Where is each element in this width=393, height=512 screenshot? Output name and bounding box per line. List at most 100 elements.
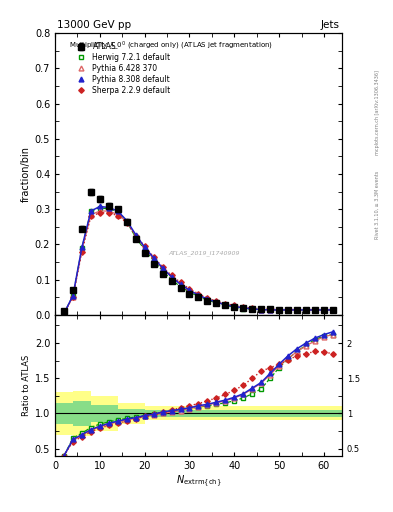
Bar [55,403,73,424]
Herwig 7.2.1 default [79,245,84,251]
Pythia 6.428 370 [79,247,84,253]
Bar [55,392,73,435]
Pythia 8.308 default [88,208,93,214]
Pythia 6.428 370 [205,296,210,302]
Pythia 8.308 default [232,303,237,309]
Pythia 6.428 370 [241,305,246,311]
Sherpa 2.2.9 default [71,293,75,300]
Pythia 8.308 default [187,287,192,293]
Herwig 7.2.1 default [286,307,290,313]
Pythia 6.428 370 [178,281,183,287]
Pythia 6.428 370 [187,287,192,293]
Pythia 6.428 370 [62,310,66,316]
Pythia 8.308 default [71,292,75,298]
Sherpa 2.2.9 default [223,301,228,307]
Pythia 8.308 default [268,307,273,313]
Line: Pythia 6.428 370: Pythia 6.428 370 [62,208,335,316]
Pythia 6.428 370 [277,307,281,313]
Pythia 8.308 default [223,302,228,308]
Pythia 6.428 370 [142,245,147,251]
Sherpa 2.2.9 default [125,220,129,226]
Sherpa 2.2.9 default [232,302,237,308]
Pythia 8.308 default [241,305,246,311]
Text: Multiplicity $\lambda\_0^0$ (charged only) (ATLAS jet fragmentation): Multiplicity $\lambda\_0^0$ (charged onl… [70,39,274,52]
Herwig 7.2.1 default [116,208,120,214]
Bar [73,401,91,426]
Y-axis label: Ratio to ATLAS: Ratio to ATLAS [22,355,31,416]
Herwig 7.2.1 default [142,247,147,253]
Sherpa 2.2.9 default [268,306,273,312]
Pythia 6.428 370 [107,208,111,214]
Pythia 8.308 default [196,292,201,298]
Bar [189,410,234,417]
Sherpa 2.2.9 default [97,210,102,216]
Bar [118,403,145,424]
Pythia 6.428 370 [133,232,138,239]
Pythia 8.308 default [259,307,264,313]
Bar [118,409,145,418]
Line: Pythia 8.308 default: Pythia 8.308 default [62,204,335,316]
Herwig 7.2.1 default [232,304,237,310]
Herwig 7.2.1 default [259,307,264,313]
Line: Herwig 7.2.1 default: Herwig 7.2.1 default [62,205,335,316]
Pythia 6.428 370 [232,303,237,309]
Herwig 7.2.1 default [196,293,201,300]
Pythia 8.308 default [321,307,326,313]
Herwig 7.2.1 default [313,307,318,313]
Sherpa 2.2.9 default [196,291,201,297]
Pythia 8.308 default [169,274,174,280]
Pythia 6.428 370 [97,208,102,214]
Pythia 8.308 default [331,307,335,313]
Pythia 6.428 370 [223,301,228,307]
Pythia 8.308 default [125,218,129,224]
Pythia 6.428 370 [331,307,335,313]
Text: mcplots.cern.ch [arXiv:1306.3436]: mcplots.cern.ch [arXiv:1306.3436] [375,70,380,155]
Bar [91,405,118,422]
Bar [145,407,189,420]
Pythia 8.308 default [313,307,318,313]
Herwig 7.2.1 default [304,307,309,313]
Herwig 7.2.1 default [250,306,255,312]
Sherpa 2.2.9 default [169,272,174,279]
Sherpa 2.2.9 default [304,307,309,313]
Pythia 8.308 default [79,244,84,250]
Herwig 7.2.1 default [241,306,246,312]
Y-axis label: fraction/bin: fraction/bin [20,146,31,202]
Herwig 7.2.1 default [71,292,75,298]
Sherpa 2.2.9 default [259,306,264,312]
Sherpa 2.2.9 default [178,280,183,286]
Text: ATLAS_2019_I1740909: ATLAS_2019_I1740909 [169,250,240,256]
Sherpa 2.2.9 default [88,213,93,219]
Bar [145,410,189,417]
Pythia 8.308 default [214,299,219,305]
Herwig 7.2.1 default [321,307,326,313]
Herwig 7.2.1 default [178,284,183,290]
Pythia 8.308 default [277,307,281,313]
Pythia 6.428 370 [286,307,290,313]
Sherpa 2.2.9 default [241,304,246,310]
Pythia 8.308 default [107,204,111,210]
Herwig 7.2.1 default [295,307,299,313]
Pythia 6.428 370 [214,299,219,305]
Sherpa 2.2.9 default [205,295,210,301]
Text: Jets: Jets [321,19,340,30]
Herwig 7.2.1 default [133,234,138,241]
Pythia 6.428 370 [151,255,156,262]
Legend: ATLAS, Herwig 7.2.1 default, Pythia 6.428 370, Pythia 8.308 default, Sherpa 2.2.: ATLAS, Herwig 7.2.1 default, Pythia 6.42… [70,40,173,97]
Pythia 8.308 default [178,281,183,287]
Sherpa 2.2.9 default [116,212,120,219]
Pythia 6.428 370 [321,307,326,313]
Bar [279,410,342,417]
Sherpa 2.2.9 default [187,286,192,292]
Sherpa 2.2.9 default [160,264,165,270]
Pythia 8.308 default [286,307,290,313]
Pythia 6.428 370 [268,307,273,313]
Pythia 8.308 default [250,306,255,312]
Text: Rivet 3.1.10, ≥ 3.3M events: Rivet 3.1.10, ≥ 3.3M events [375,170,380,239]
Sherpa 2.2.9 default [142,243,147,249]
Sherpa 2.2.9 default [214,298,219,304]
Sherpa 2.2.9 default [277,307,281,313]
Herwig 7.2.1 default [88,208,93,214]
Bar [234,407,279,420]
Herwig 7.2.1 default [331,307,335,313]
